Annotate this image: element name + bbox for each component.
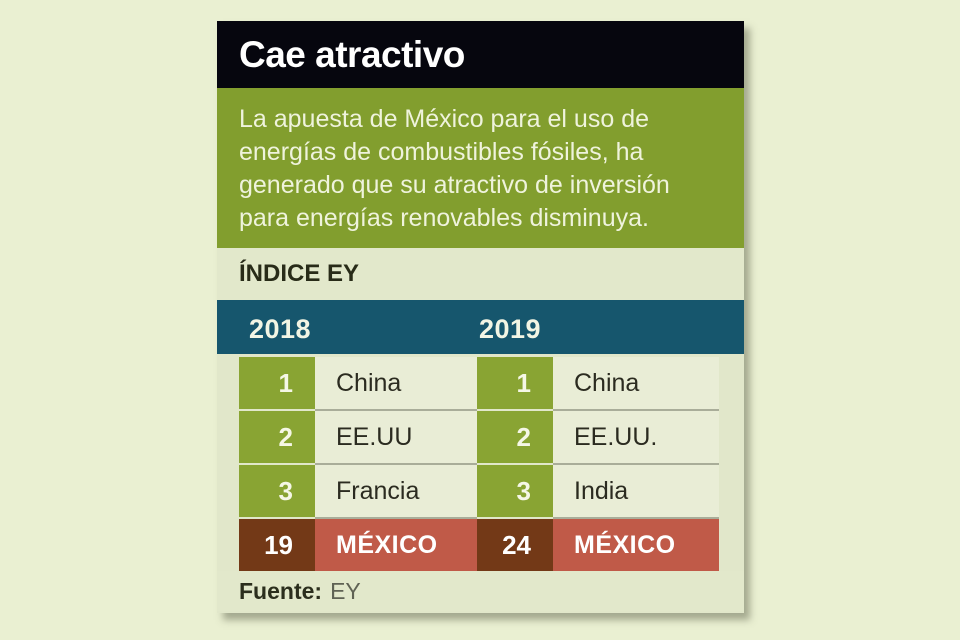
infographic-card: Cae atractivo La apuesta de México para …	[217, 21, 744, 613]
index-label: ÍNDICE EY	[239, 260, 360, 287]
rank-cell-2018: 1	[239, 357, 315, 409]
country-cell-2019-mexico: MÉXICO	[553, 519, 719, 571]
card-header: Cae atractivo	[217, 21, 744, 88]
index-section: ÍNDICE EY	[217, 248, 744, 300]
rank-cell-2018: 3	[239, 465, 315, 517]
rank-cell-2019: 1	[477, 357, 553, 409]
rank-cell-2018: 2	[239, 411, 315, 463]
source-line: Fuente: EY	[217, 571, 744, 611]
country-cell-2019: India	[553, 465, 719, 517]
rank-cell-2019: 3	[477, 465, 553, 517]
ranking-table: 1 China 1 China 2 EE.UU 2 EE.UU.	[239, 354, 719, 571]
source-label: Fuente:	[239, 577, 323, 604]
source-value: EY	[330, 577, 361, 604]
year-2019-header: 2019	[479, 314, 542, 344]
description-line: generado que su atractivo de inversión	[239, 171, 670, 199]
country-cell-2018: Francia	[315, 465, 477, 517]
description-line: para energías renovables disminuya.	[239, 204, 649, 232]
card-title: Cae atractivo	[239, 33, 465, 75]
rank-cell-2018-mexico: 19	[239, 519, 315, 571]
country-cell-2018: EE.UU	[315, 411, 477, 463]
card-description: La apuesta de México para el uso de ener…	[217, 88, 744, 248]
year-2018-header: 2018	[249, 314, 312, 344]
country-cell-2019: EE.UU.	[553, 411, 719, 463]
country-cell-2019: China	[553, 357, 719, 409]
year-header-row: 2018 2019	[217, 300, 744, 354]
country-cell-2018: China	[315, 357, 477, 409]
rank-cell-2019: 2	[477, 411, 553, 463]
rank-cell-2019-mexico: 24	[477, 519, 553, 571]
description-line: energías de combustibles fósiles, ha	[239, 138, 644, 166]
country-cell-2018-mexico: MÉXICO	[315, 519, 477, 571]
description-line: La apuesta de México para el uso de	[239, 105, 649, 133]
